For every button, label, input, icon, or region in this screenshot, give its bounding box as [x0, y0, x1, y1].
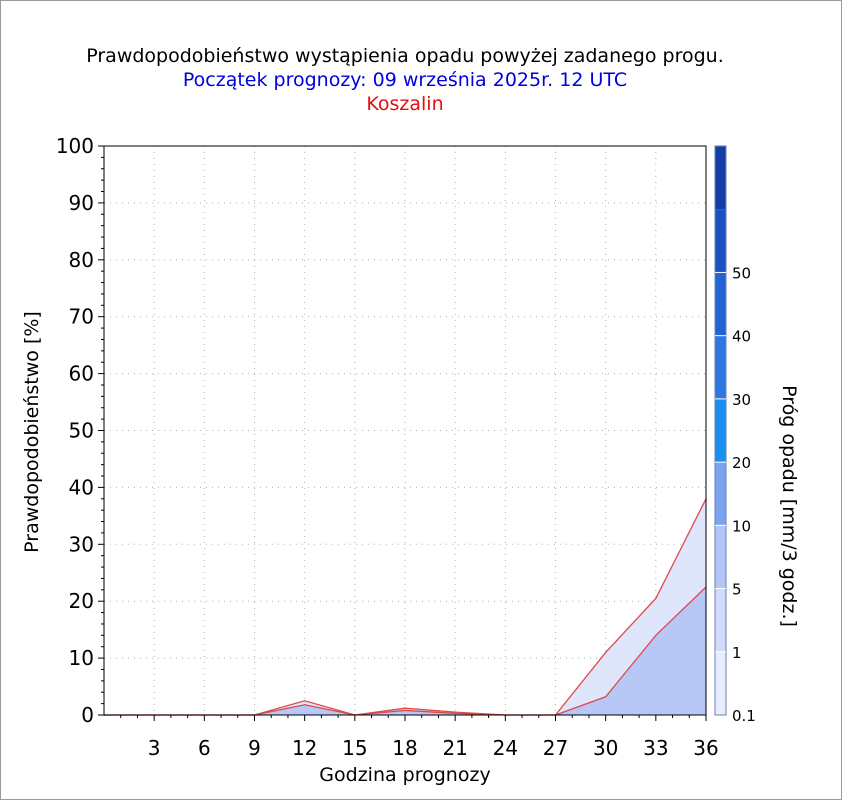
y-tick-label-6: 60	[69, 362, 94, 386]
colorbar-segment-7	[715, 209, 726, 273]
grid	[104, 146, 706, 715]
x-tick-label-2: 9	[248, 736, 261, 760]
chart-location: Koszalin	[366, 93, 443, 115]
y-tick-label-2: 20	[69, 589, 94, 613]
x-tick-label-3: 12	[292, 736, 317, 760]
data-point-1-7	[454, 712, 456, 714]
x-axis: 3 6 9 12 15 18 21 24 27 30 33 36	[120, 715, 719, 760]
colorbar-level-0: 0.1	[732, 707, 756, 725]
colorbar-segment-3	[715, 462, 726, 526]
y-tick-label-10: 100	[56, 134, 94, 158]
colorbar: 0.1 1 5 10 20 30 40 50	[714, 145, 756, 725]
colorbar-level-3: 10	[732, 517, 751, 535]
colorbar-level-1: 1	[732, 644, 742, 662]
x-axis-label: Godzina prognozy	[319, 764, 490, 786]
chart-title: Prawdopodobieństwo wystąpienia opadu pow…	[86, 45, 724, 67]
data-point-0-4	[304, 700, 306, 702]
colorbar-level-7: 50	[732, 264, 751, 282]
y-tick-label-7: 70	[69, 305, 94, 329]
y-tick-label-5: 50	[69, 419, 94, 443]
colorbar-label: Próg opadu [mm/3 godz.]	[778, 385, 800, 627]
colorbar-level-6: 40	[732, 328, 751, 346]
colorbar-level-2: 5	[732, 581, 742, 599]
x-tick-label-6: 21	[442, 736, 467, 760]
x-tick-label-1: 6	[198, 736, 211, 760]
x-tick-label-10: 33	[643, 736, 668, 760]
x-tick-label-0: 3	[148, 736, 161, 760]
data-point-1-4	[304, 704, 306, 706]
x-tick-label-5: 18	[392, 736, 417, 760]
data-point-1-10	[605, 696, 607, 698]
x-tick-label-4: 15	[342, 736, 367, 760]
y-axis-label: Prawdopodobieństwo [%]	[21, 311, 43, 553]
colorbar-segment-0	[715, 651, 726, 715]
area-threshold-1	[104, 586, 706, 715]
x-tick-label-7: 24	[493, 736, 518, 760]
colorbar-segment-2	[715, 525, 726, 589]
y-axis: 0 10 20 30 40 50 60 70 80 90 100	[56, 134, 104, 727]
x-tick-label-9: 30	[593, 736, 618, 760]
colorbar-segment-4	[715, 398, 726, 463]
area-threshold-0	[104, 498, 706, 715]
x-tick-label-8: 27	[543, 736, 568, 760]
data-point-1-6	[404, 709, 406, 712]
y-tick-label-3: 30	[69, 532, 94, 556]
colorbar-level-4: 20	[732, 454, 751, 472]
data-point-0-6	[404, 707, 406, 709]
colorbar-segment-5	[715, 335, 726, 399]
data-point-0-10	[605, 651, 607, 654]
data-point-0-11	[655, 597, 657, 599]
y-tick-label-1: 10	[69, 646, 94, 670]
y-tick-label-4: 40	[69, 475, 94, 499]
colorbar-segment-1	[715, 588, 726, 652]
data-point-0-7	[454, 711, 456, 713]
colorbar-border	[714, 145, 727, 716]
y-tick-label-0: 0	[81, 703, 94, 727]
x-tick-label-11: 36	[693, 736, 718, 760]
colorbar-level-5: 30	[732, 391, 751, 409]
colorbar-segment-6	[715, 272, 726, 336]
colorbar-segment-8	[715, 146, 726, 210]
data-point-1-11	[655, 634, 657, 636]
y-tick-label-8: 80	[69, 248, 94, 272]
y-tick-label-9: 90	[69, 191, 94, 215]
chart-subtitle: Początek prognozy: 09 września 2025r. 12…	[183, 69, 627, 91]
